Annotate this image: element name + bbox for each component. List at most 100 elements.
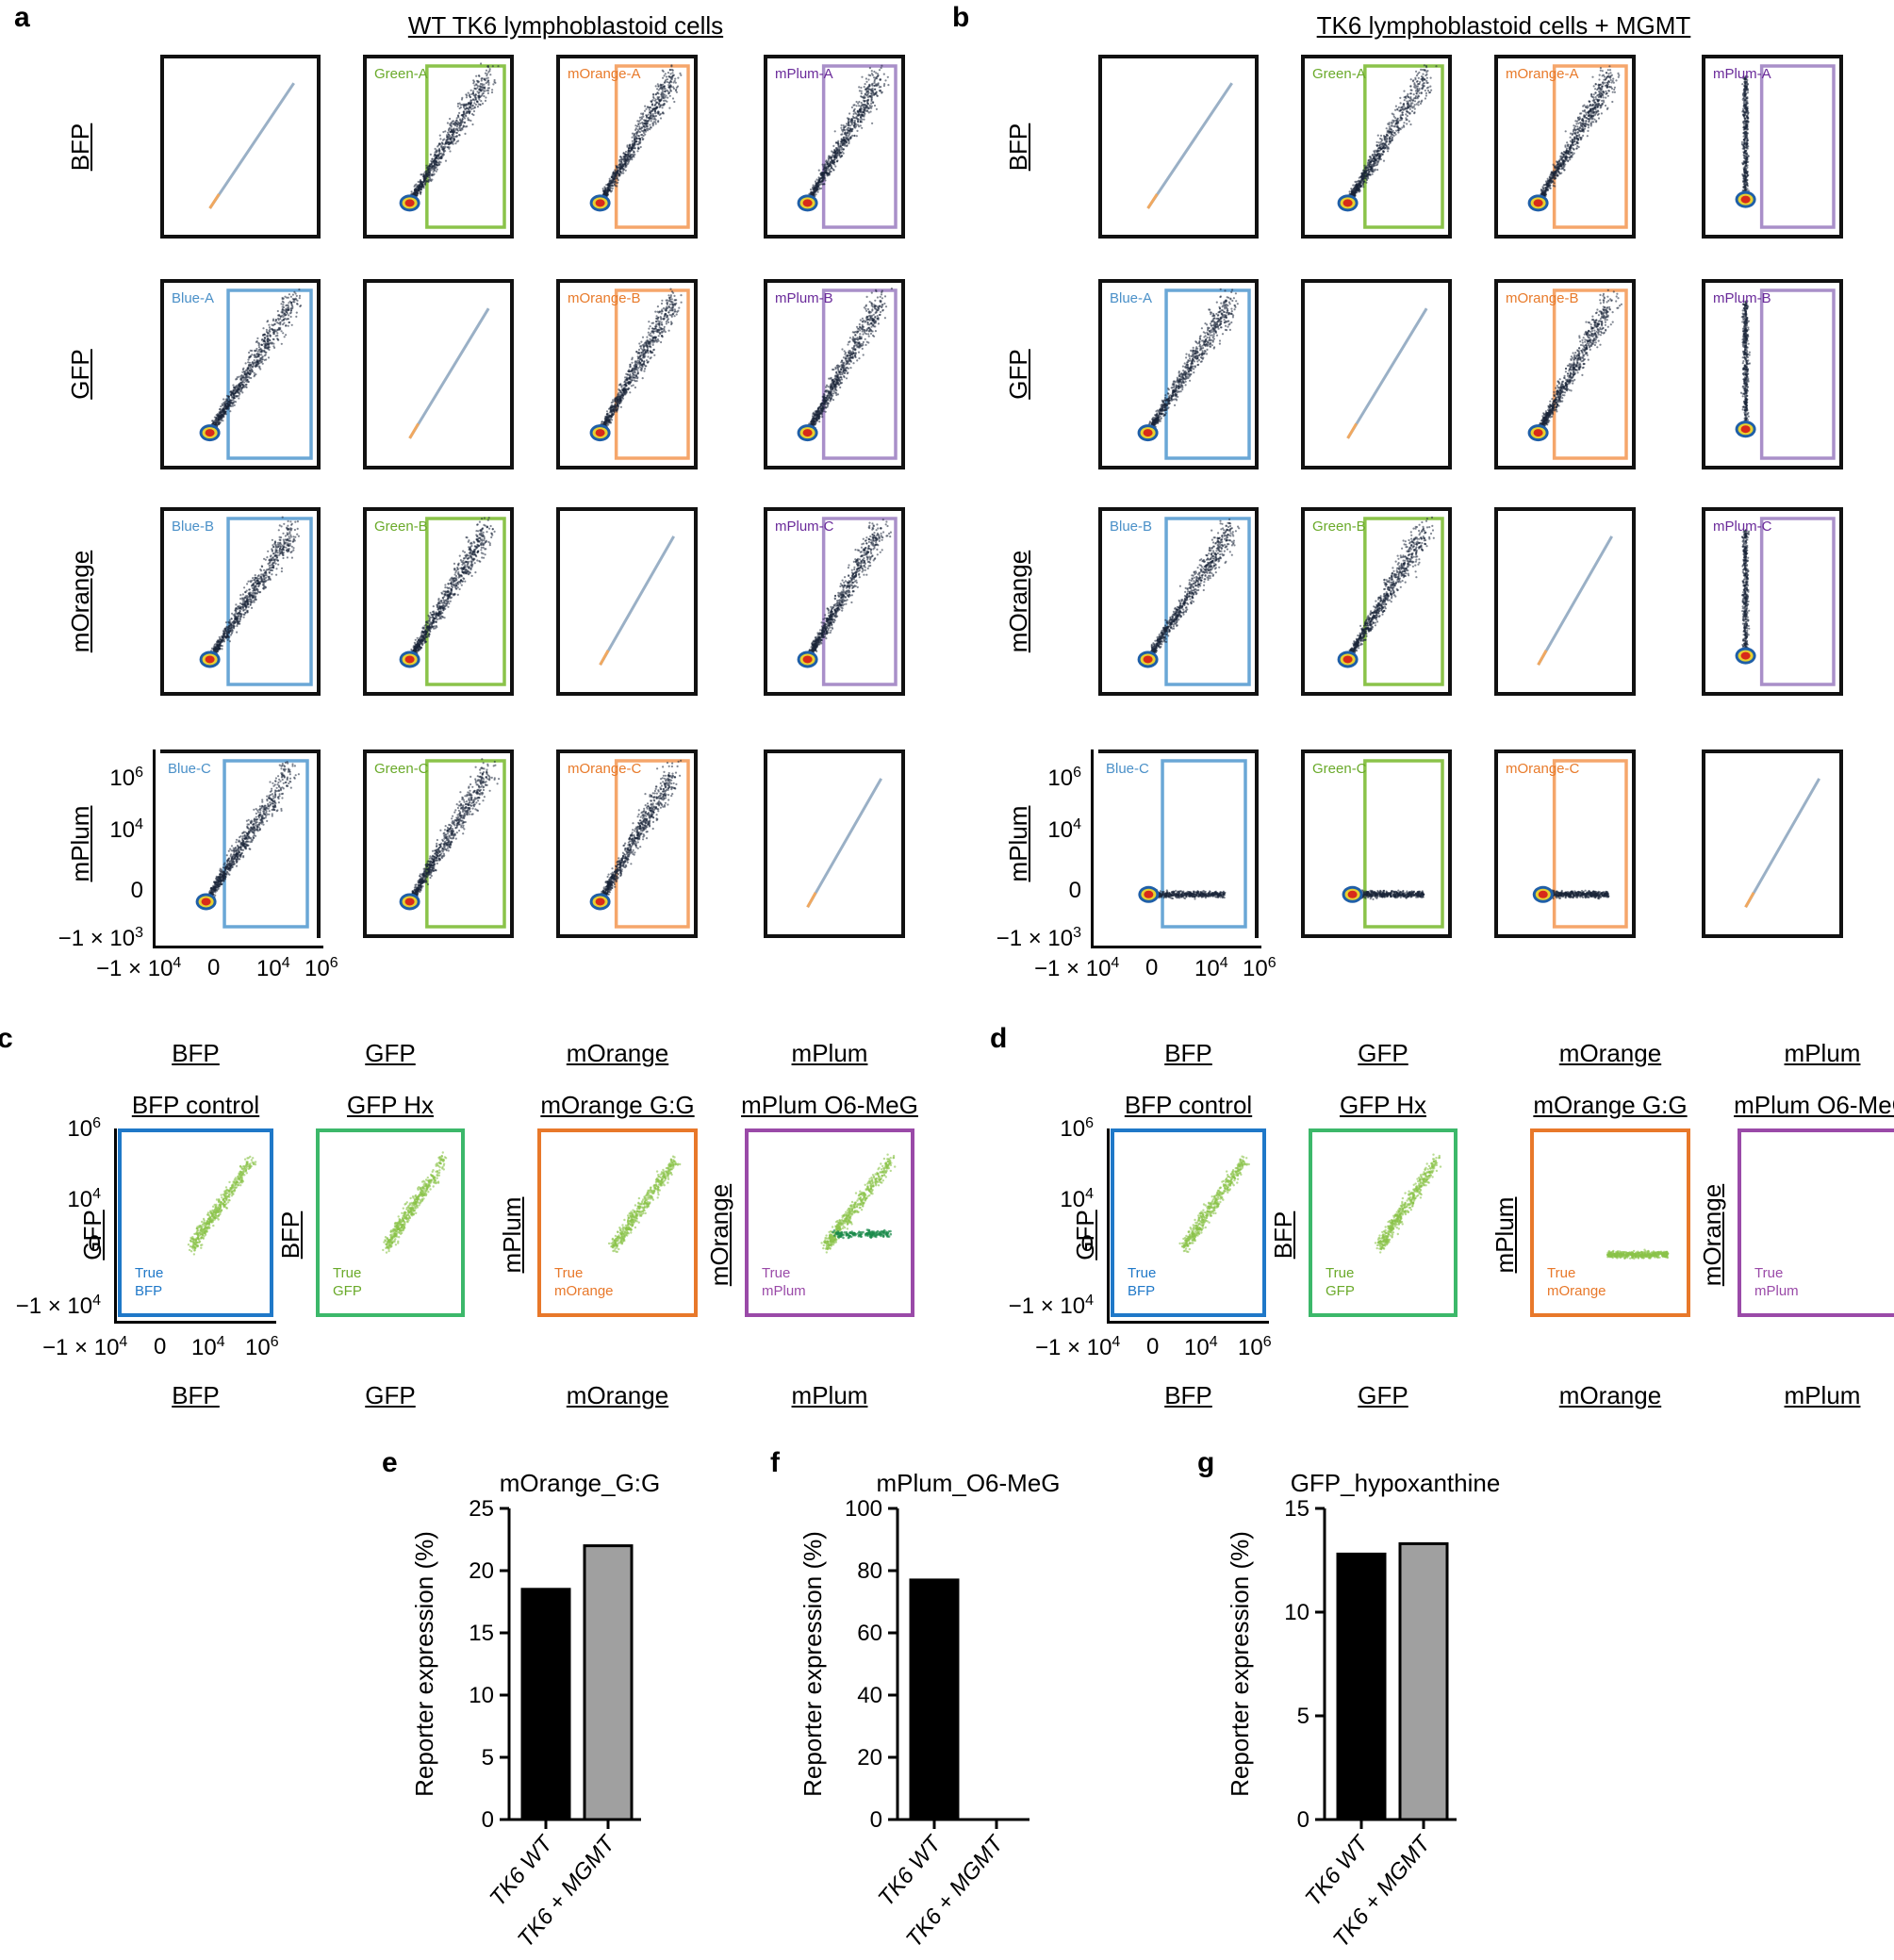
plot-canvas: [589, 64, 690, 229]
comp-x-tick-d-0: −1 × 104: [1035, 1334, 1120, 1361]
gate-Green-C: [1363, 759, 1444, 929]
plot-canvas: [399, 758, 506, 929]
comp-plot-c-2: True mOrange: [537, 1128, 698, 1317]
bar-0: [1336, 1552, 1387, 1821]
gate-Green-A: [1363, 64, 1444, 229]
plot-a-1-0: Blue-A: [160, 279, 321, 469]
gate-mOrange-B: [1552, 288, 1628, 460]
scatter-points: [1138, 885, 1227, 903]
comp-points: [607, 1155, 682, 1254]
gate-Blue-B: [1164, 517, 1251, 686]
comp-y-tick-c-1: 104: [67, 1186, 101, 1213]
true-label-d-3: True mPlum: [1754, 1264, 1799, 1300]
gate-mOrange-C: [614, 759, 690, 929]
col-title-c-1: GFP Hx: [347, 1091, 434, 1120]
gate-label: mPlum-B: [775, 290, 833, 306]
comp-x-tick-c-1: 0: [154, 1334, 166, 1360]
plot-a-2-1: Green-B: [363, 507, 514, 696]
row-label-a-1: GFP: [66, 349, 95, 399]
gate-Blue-A: [226, 288, 313, 460]
plot-b-2-3: mPlum-C: [1702, 507, 1843, 696]
gate-Green-A: [425, 64, 506, 229]
plot-canvas: [1146, 82, 1233, 209]
col-ylabel-d-1: BFP: [1269, 1211, 1298, 1260]
plot-b-1-1: [1301, 279, 1452, 469]
bar-title-f: mPlum_O6-MeG: [876, 1469, 1060, 1498]
gate-label: Blue-A: [1110, 290, 1152, 306]
scatter-points: [589, 759, 683, 911]
panel-title-a: WT TK6 lymphoblastoid cells: [408, 11, 723, 41]
gate-Blue-C: [1161, 759, 1247, 929]
panel-label-d: d: [990, 1023, 1007, 1055]
gate-Green-B: [425, 517, 506, 686]
y-tick-a-1: 104: [109, 816, 143, 844]
plot-a-2-3: mPlum-C: [764, 507, 905, 696]
gate-label: Green-C: [374, 761, 429, 777]
bar-ylabel-f: Reporter expression (%): [799, 1531, 828, 1797]
bar-title-e: mOrange_G:G: [500, 1469, 661, 1498]
col-top-d-3: mPlum: [1785, 1039, 1861, 1068]
plot-canvas: [399, 517, 506, 686]
gate-label: mOrange-A: [568, 66, 641, 82]
col-top-c-3: mPlum: [792, 1039, 868, 1068]
col-top-d-0: BFP: [1164, 1039, 1212, 1068]
comp-y-tick-c-0: 106: [67, 1115, 101, 1143]
comp-canvas: [382, 1151, 448, 1254]
scatter-points: [399, 758, 501, 911]
scatter-points: [1735, 300, 1756, 438]
plot-a-0-1: Green-A: [363, 55, 514, 239]
scatter-points: [1735, 74, 1756, 208]
y-tick-label: 0: [482, 1807, 494, 1833]
plot-b-3-1: Green-C: [1301, 749, 1452, 938]
axes-a: [153, 749, 323, 948]
col-bottom-c-1: GFP: [365, 1381, 415, 1410]
gate-label: Blue-A: [172, 290, 214, 306]
comp-plot-d-3: True mPlum: [1738, 1128, 1894, 1317]
comp-points: [820, 1153, 897, 1254]
comp-points: [1606, 1248, 1670, 1260]
true-label-d-1: True GFP: [1326, 1264, 1355, 1300]
panel-label-a: a: [14, 2, 30, 34]
plot-canvas: [199, 288, 313, 460]
bar-title-g: GFP_hypoxanthine: [1291, 1469, 1501, 1498]
col-ylabel-c-3: mOrange: [705, 1184, 734, 1286]
col-title-d-1: GFP Hx: [1340, 1091, 1426, 1120]
true-label-d-2: True mOrange: [1547, 1264, 1606, 1300]
plot-canvas: [1337, 516, 1444, 686]
y-tick-label: 80: [857, 1558, 882, 1584]
row-label-a-0: BFP: [66, 123, 95, 171]
plot-canvas: [208, 82, 295, 209]
comp-canvas: [1606, 1248, 1670, 1260]
plot-b-3-0: Blue-C: [1098, 749, 1259, 938]
col-bottom-c-3: mPlum: [792, 1381, 868, 1410]
plot-canvas: [1532, 759, 1628, 929]
comp-y-tick-c-2: 0: [89, 1231, 101, 1258]
true-label-c-0: True BFP: [135, 1264, 163, 1300]
plot-canvas: [408, 307, 490, 439]
plot-canvas: [399, 62, 506, 229]
comp-axes-d: [1107, 1128, 1269, 1324]
comp-x-tick-d-2: 104: [1184, 1334, 1218, 1361]
row-label-b-2: mOrange: [1004, 551, 1033, 652]
plot-canvas: [1744, 778, 1821, 908]
y-tick-label: 0: [1297, 1807, 1309, 1833]
scatter-points: [399, 62, 500, 212]
y-tick-label: 5: [482, 1745, 494, 1771]
gate-mOrange-A: [1552, 64, 1628, 229]
gate-label: Green-B: [374, 519, 428, 535]
col-ylabel-c-2: mPlum: [498, 1197, 527, 1274]
comp-x-tick-c-2: 104: [191, 1334, 225, 1361]
col-title-c-3: mPlum O6-MeG: [741, 1091, 918, 1120]
plot-a-3-1: Green-C: [363, 749, 514, 938]
plot-canvas: [1735, 288, 1836, 460]
true-label-c-3: True mPlum: [762, 1264, 806, 1300]
plot-b-0-1: Green-A: [1301, 55, 1452, 239]
plot-b-0-0: [1098, 55, 1259, 239]
comp-x-tick-d-1: 0: [1146, 1334, 1159, 1360]
plot-a-2-0: Blue-B: [160, 507, 321, 696]
scatter-points: [1527, 65, 1621, 212]
true-label-c-2: True mOrange: [554, 1264, 614, 1300]
row-label-b-1: GFP: [1004, 349, 1033, 399]
comp-canvas: [1374, 1153, 1442, 1254]
